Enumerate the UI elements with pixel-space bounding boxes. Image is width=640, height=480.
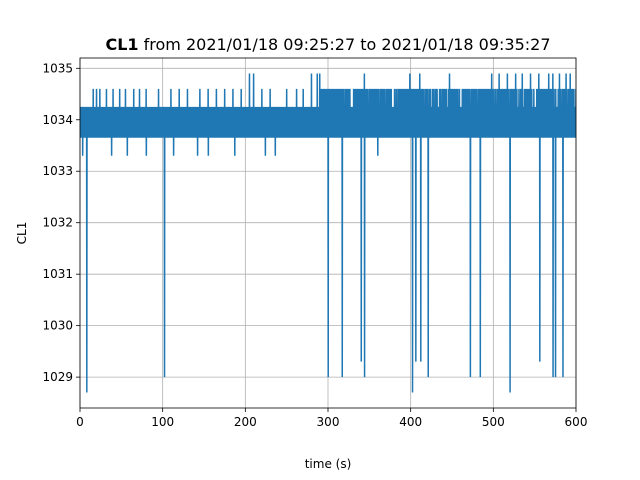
y-tick-label: 1033	[42, 164, 73, 178]
y-tick-label: 1031	[42, 267, 73, 281]
x-tick-label: 100	[151, 415, 174, 429]
x-axis-label: time (s)	[305, 457, 352, 471]
y-tick-label: 1035	[42, 61, 73, 75]
y-axis: 1029 1030 1031 1032 1033 1034 1035	[42, 61, 80, 384]
x-tick-label: 500	[482, 415, 505, 429]
title-rest-part: from 2021/01/18 09:25:27 to 2021/01/18 0…	[139, 35, 551, 54]
y-axis-label: CL1	[15, 222, 29, 245]
y-tick-label: 1034	[42, 113, 73, 127]
title-bold-part: CL1	[105, 35, 138, 54]
plot-area	[80, 73, 576, 393]
series-cl1	[80, 73, 576, 393]
x-tick-label: 300	[317, 415, 340, 429]
x-axis: 0 100 200 300 400 500 600	[76, 408, 587, 429]
x-tick-label: 600	[565, 415, 588, 429]
y-tick-label: 1030	[42, 319, 73, 333]
series-line	[80, 73, 576, 393]
chart-title: CL1 from 2021/01/18 09:25:27 to 2021/01/…	[105, 35, 550, 54]
y-tick-label: 1029	[42, 370, 73, 384]
x-tick-label: 0	[76, 415, 84, 429]
x-tick-label: 200	[234, 415, 257, 429]
x-tick-label: 400	[399, 415, 422, 429]
y-tick-label: 1032	[42, 216, 73, 230]
